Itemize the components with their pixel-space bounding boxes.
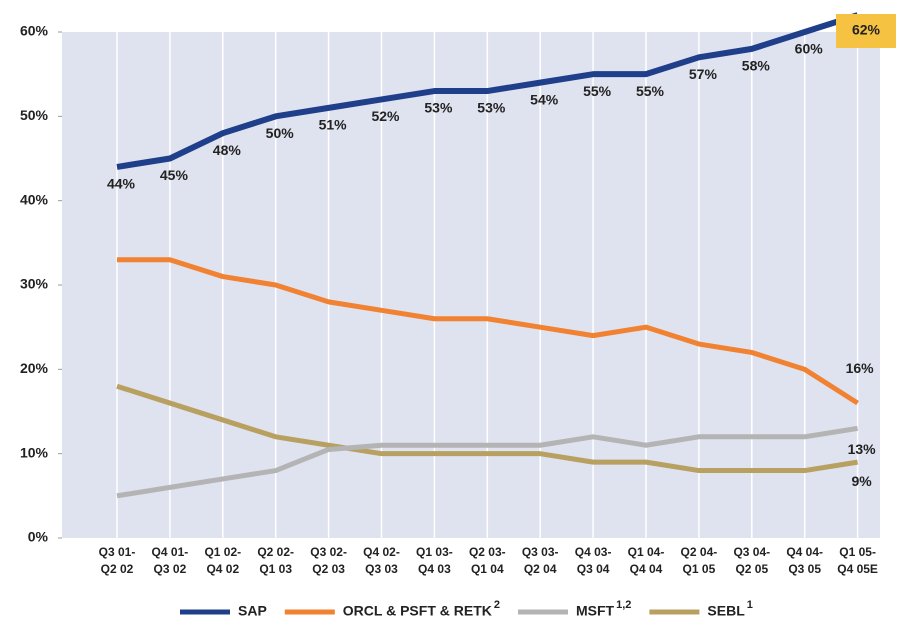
highlight-box xyxy=(836,14,896,48)
x-tick-label: Q4 01-Q3 02 xyxy=(152,545,189,576)
data-label: 52% xyxy=(371,108,400,124)
x-tick-label: Q3 04-Q2 05 xyxy=(733,545,770,576)
y-tick-label: 40% xyxy=(20,191,49,207)
y-tick-label: 60% xyxy=(20,23,49,39)
x-tick-label: Q3 01-Q2 02 xyxy=(99,545,136,576)
x-tick-label: Q1 03-Q4 03 xyxy=(416,545,453,576)
data-label: 51% xyxy=(319,117,348,133)
legend-label: SEBL xyxy=(707,603,745,619)
plot-area xyxy=(62,32,880,538)
legend-label: SAP xyxy=(238,603,267,619)
series-line xyxy=(116,383,858,474)
x-tick-label: Q4 03-Q3 04 xyxy=(575,545,612,576)
x-tick-label: Q2 04-Q1 05 xyxy=(681,545,718,576)
data-label: 13% xyxy=(848,441,877,457)
data-label: 62% xyxy=(852,22,881,38)
x-tick-label: Q1 05-Q4 05E xyxy=(837,545,878,576)
legend-note: 2 xyxy=(494,599,500,611)
data-label: 44% xyxy=(107,176,136,192)
y-tick-label: 10% xyxy=(20,444,49,460)
series-line xyxy=(117,257,859,406)
data-label: 60% xyxy=(795,41,824,57)
legend-note: 1 xyxy=(747,599,753,611)
x-tick-label: Q1 04-Q4 04 xyxy=(628,545,665,576)
data-label: 58% xyxy=(742,58,771,74)
legend-label: ORCL & PSFT & RETK xyxy=(343,603,492,619)
data-label: 53% xyxy=(477,100,506,116)
x-tick-label: Q1 02-Q4 02 xyxy=(204,545,241,576)
data-label: 55% xyxy=(583,83,612,99)
legend-label: MSFT xyxy=(576,603,615,619)
y-tick-label: 50% xyxy=(20,107,49,123)
series-line xyxy=(116,12,859,170)
data-label: 55% xyxy=(636,83,665,99)
data-label: 48% xyxy=(213,142,242,158)
x-tick-label: Q3 03-Q2 04 xyxy=(522,545,559,576)
data-label: 9% xyxy=(851,473,872,489)
data-label: 50% xyxy=(266,125,295,141)
x-tick-label: Q2 02-Q1 03 xyxy=(257,545,294,576)
y-tick-label: 0% xyxy=(28,529,49,545)
x-tick-label: Q2 03-Q1 04 xyxy=(469,545,506,576)
legend-note: 1,2 xyxy=(616,599,631,611)
x-tick-label: Q4 02-Q3 03 xyxy=(363,545,400,576)
x-tick-label: Q3 02-Q2 03 xyxy=(310,545,347,576)
y-tick-label: 30% xyxy=(20,276,49,292)
y-tick-label: 20% xyxy=(20,360,49,376)
series-line xyxy=(116,425,858,499)
data-label: 16% xyxy=(846,360,875,376)
data-label: 57% xyxy=(689,66,718,82)
data-label: 53% xyxy=(424,100,453,116)
x-tick-label: Q4 04-Q3 05 xyxy=(786,545,823,576)
data-label: 45% xyxy=(160,167,189,183)
data-label: 54% xyxy=(530,91,559,107)
